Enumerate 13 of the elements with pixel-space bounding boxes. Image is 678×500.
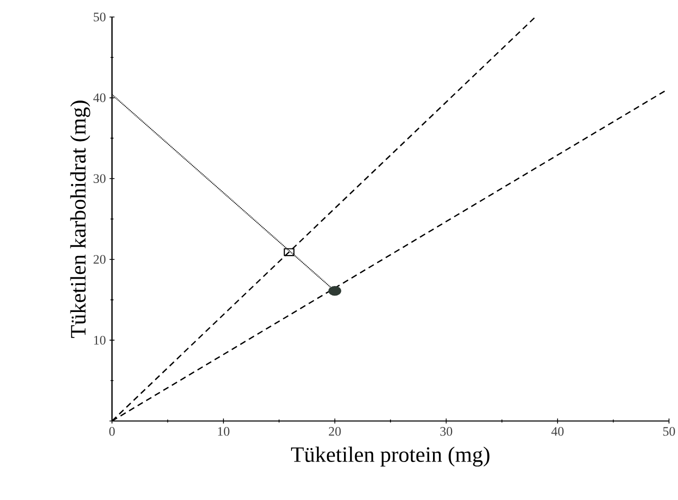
- y-tick-label: 20: [94, 255, 106, 264]
- x-tick-label: 10: [218, 427, 230, 436]
- y-tick-label: 30: [94, 174, 106, 183]
- x-tick-label: 20: [328, 427, 341, 436]
- x-tick-label: 0: [109, 427, 115, 436]
- y-tick-label: 10: [94, 336, 106, 345]
- y-axis-title: Tüketilen karbohidrat (mg): [70, 100, 90, 338]
- x-tick-label: 30: [440, 427, 452, 436]
- y-tick-label: 40: [93, 93, 106, 102]
- x-tick-label: 40: [551, 427, 564, 436]
- x-tick-label: 50: [663, 427, 675, 436]
- y-tick-label: 50: [94, 12, 106, 22]
- x-axis-title: Tüketilen protein (mg): [291, 446, 490, 467]
